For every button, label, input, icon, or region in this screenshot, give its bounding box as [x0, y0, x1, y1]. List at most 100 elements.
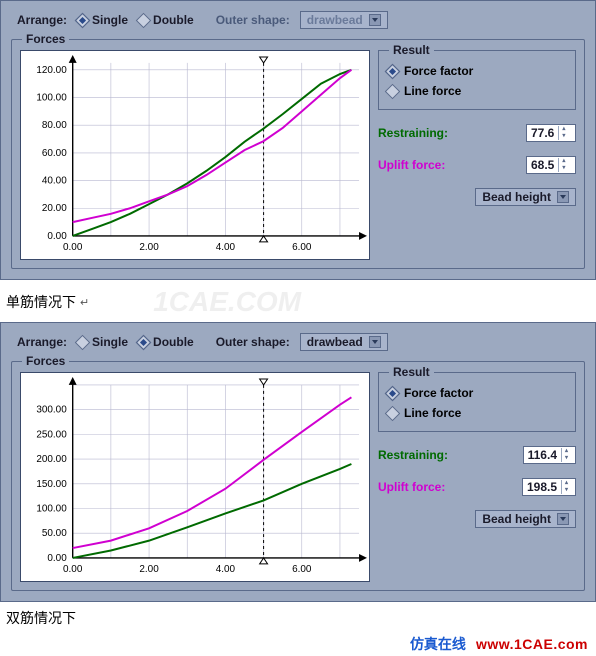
radio-single[interactable]: Single: [77, 335, 128, 349]
footer-site: www.1CAE.com: [476, 636, 588, 652]
stepper-icon: ▴▾: [561, 480, 571, 494]
svg-text:0.00: 0.00: [63, 242, 83, 253]
radio-double-label: Double: [153, 335, 194, 349]
watermark: 1CAE.COM: [153, 286, 301, 318]
diamond-icon: [385, 63, 401, 79]
svg-text:100.00: 100.00: [36, 503, 67, 514]
restraining-value: 116.4: [528, 448, 557, 462]
bead-height-label: Bead height: [482, 512, 551, 526]
result-column: Result Force factor Line force Restraini…: [378, 372, 576, 528]
svg-text:50.00: 50.00: [42, 528, 67, 539]
uplift-label: Uplift force:: [378, 480, 445, 494]
restraining-label: Restraining:: [378, 126, 448, 140]
uplift-value-box[interactable]: 198.5 ▴▾: [522, 478, 576, 496]
radio-single-label: Single: [92, 13, 128, 27]
result-box: Result Force factor Line force: [378, 50, 576, 110]
outer-shape-dropdown[interactable]: drawbead: [300, 11, 388, 29]
svg-text:4.00: 4.00: [216, 564, 236, 575]
bead-height-dropdown[interactable]: Bead height: [475, 188, 576, 206]
restraining-label: Restraining:: [378, 448, 448, 462]
svg-text:100.00: 100.00: [36, 93, 67, 104]
radio-force-factor[interactable]: Force factor: [387, 61, 567, 81]
svg-text:300.00: 300.00: [36, 405, 67, 416]
chart-canvas: 0.00 50.00 100.00 150.00 200.00 250.00 300.00 0…: [21, 373, 369, 582]
outer-shape-value: drawbead: [307, 13, 363, 27]
diamond-icon: [75, 334, 91, 350]
outer-shape-dropdown[interactable]: drawbead: [300, 333, 388, 351]
radio-single-label: Single: [92, 335, 128, 349]
diamond-icon: [136, 334, 152, 350]
svg-text:6.00: 6.00: [292, 564, 312, 575]
stepper-icon: ▴▾: [558, 126, 568, 140]
force-factor-label: Force factor: [404, 64, 473, 78]
line-force-label: Line force: [404, 84, 461, 98]
arrange-label: Arrange:: [17, 13, 67, 27]
caption-single-text: 单筋情况下: [6, 292, 76, 312]
svg-text:250.00: 250.00: [36, 429, 67, 440]
outer-shape-label: Outer shape:: [216, 335, 290, 349]
uplift-row: Uplift force: 68.5 ▴▾: [378, 156, 576, 174]
chevron-down-icon: [369, 14, 381, 26]
radio-line-force[interactable]: Line force: [387, 403, 567, 423]
svg-text:20.00: 20.00: [42, 203, 67, 214]
result-column: Result Force factor Line force Restraini…: [378, 50, 576, 206]
arrange-row: Arrange: Single Double Outer shape: draw…: [11, 329, 585, 359]
diamond-icon: [385, 405, 401, 421]
force-factor-label: Force factor: [404, 386, 473, 400]
restraining-row: Restraining: 116.4 ▴▾: [378, 446, 576, 464]
forces-legend: Forces: [22, 32, 69, 46]
forces-legend: Forces: [22, 354, 69, 368]
caption-single: 单筋情况下 ↵ 1CAE.COM: [0, 282, 596, 322]
chart-double: 0.00 50.00 100.00 150.00 200.00 250.00 300.00 0…: [20, 372, 370, 582]
result-box: Result Force factor Line force: [378, 372, 576, 432]
caption-double: 双筋情况下: [0, 604, 596, 632]
return-icon: ↵: [80, 296, 89, 309]
svg-text:200.00: 200.00: [36, 454, 67, 465]
forces-fieldset: Forces 0.0050.00100.00150.00200.00250.00…: [11, 361, 585, 591]
svg-text:2.00: 2.00: [139, 564, 159, 575]
restraining-value-box[interactable]: 77.6 ▴▾: [526, 124, 576, 142]
footer-cn: 仿真在线: [410, 634, 466, 654]
outer-shape-value: drawbead: [307, 335, 363, 349]
svg-text:80.00: 80.00: [42, 120, 67, 131]
svg-text:0.00: 0.00: [47, 553, 67, 564]
chevron-down-icon: [557, 513, 569, 525]
chart-single: 0.0020.0040.0060.0080.00100.00120.000.00…: [20, 50, 370, 260]
result-legend: Result: [389, 43, 434, 57]
diamond-icon: [385, 83, 401, 99]
radio-line-force[interactable]: Line force: [387, 81, 567, 101]
svg-text:60.00: 60.00: [42, 148, 67, 159]
radio-single[interactable]: Single: [77, 13, 128, 27]
radio-double[interactable]: Double: [138, 13, 194, 27]
line-force-label: Line force: [404, 406, 461, 420]
diamond-icon: [75, 12, 91, 28]
restraining-value-box[interactable]: 116.4 ▴▾: [523, 446, 576, 464]
panel-single: Arrange: Single Double Outer shape: draw…: [0, 0, 596, 280]
svg-text:120.00: 120.00: [36, 65, 67, 76]
arrange-label: Arrange:: [17, 335, 67, 349]
forces-fieldset: Forces 0.0020.0040.0060.0080.00100.00120…: [11, 39, 585, 269]
outer-shape-label: Outer shape:: [216, 13, 290, 27]
stepper-icon: ▴▾: [558, 158, 568, 172]
diamond-icon: [136, 12, 152, 28]
uplift-row: Uplift force: 198.5 ▴▾: [378, 478, 576, 496]
footer-brand: 仿真在线 www.1CAE.com: [0, 632, 596, 656]
svg-text:40.00: 40.00: [42, 176, 67, 187]
diamond-icon: [385, 385, 401, 401]
svg-text:0.00: 0.00: [63, 564, 83, 575]
svg-text:6.00: 6.00: [292, 242, 312, 253]
uplift-value: 198.5: [527, 480, 557, 494]
radio-double[interactable]: Double: [138, 335, 194, 349]
panel-double: Arrange: Single Double Outer shape: draw…: [0, 322, 596, 602]
stepper-icon: ▴▾: [561, 448, 571, 462]
arrange-row: Arrange: Single Double Outer shape: draw…: [11, 7, 585, 37]
svg-text:150.00: 150.00: [36, 479, 67, 490]
bead-height-dropdown[interactable]: Bead height: [475, 510, 576, 528]
caption-double-text: 双筋情况下: [6, 608, 76, 628]
uplift-label: Uplift force:: [378, 158, 445, 172]
uplift-value-box[interactable]: 68.5 ▴▾: [526, 156, 576, 174]
radio-force-factor[interactable]: Force factor: [387, 383, 567, 403]
uplift-value: 68.5: [531, 158, 554, 172]
svg-text:4.00: 4.00: [216, 242, 236, 253]
result-legend: Result: [389, 365, 434, 379]
